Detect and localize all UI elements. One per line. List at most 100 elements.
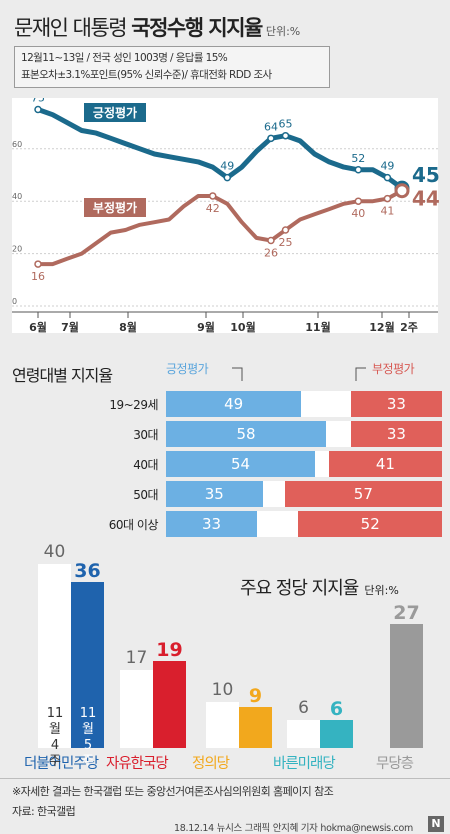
positive-point — [281, 131, 290, 140]
page-title: 문재인 대통령 국정수행 지지율 단위:% — [14, 12, 300, 42]
series-line-positive — [37, 107, 404, 191]
negative-point — [34, 260, 42, 268]
week-label-curr: 11월 5주 — [79, 706, 97, 769]
legend-connector-positive — [232, 367, 243, 381]
party-bar-curr — [153, 660, 186, 748]
age-bar-neutral — [257, 511, 299, 537]
party-value-prev: 10 — [211, 680, 234, 700]
series-tag-negative-box — [84, 198, 146, 217]
positive-label: 75 — [31, 98, 45, 105]
line-chart-panel — [12, 98, 438, 333]
party-bar-curr — [320, 720, 353, 748]
age-bar-negative: 33 — [350, 391, 442, 417]
party-unit: 단위:% — [364, 584, 399, 597]
age-bar-row: 54 41 — [166, 451, 442, 477]
age-legend-positive: 긍정평가 — [166, 362, 209, 376]
age-bar-positive: 49 — [166, 391, 302, 417]
party-section-title: 주요 정당 지지율 단위:% — [240, 574, 399, 600]
negative-label: 40 — [351, 207, 365, 220]
negative-label: 44 — [412, 187, 440, 211]
age-bar-row: 58 33 — [166, 421, 442, 447]
title-unit: 단위:% — [265, 25, 301, 38]
party-value-curr: 19 — [156, 638, 183, 661]
x-tick-label: 10월 — [230, 320, 255, 334]
series-line-negative — [38, 188, 403, 267]
legend-connector-negative — [355, 367, 366, 381]
positive-label: 49 — [380, 160, 394, 173]
y-tick-label: 20 — [12, 245, 22, 254]
negative-label: 41 — [380, 205, 394, 218]
x-tick-label: 7월 — [61, 320, 79, 334]
negative-label: 42 — [206, 202, 220, 215]
negative-label: 25 — [279, 236, 293, 249]
age-bar-negative: 52 — [298, 511, 442, 537]
party-value-prev: 17 — [125, 647, 148, 668]
negative-point — [394, 183, 410, 199]
party-name: 바른미래당 — [273, 756, 336, 772]
party-bar-prev — [120, 669, 153, 748]
party-value-prev: 6 — [298, 698, 309, 719]
age-legend-connectors — [232, 367, 366, 381]
party-bar-curr — [390, 623, 423, 748]
x-tick-label: 12월 — [369, 320, 394, 334]
survey-info-line2: 표본오차±3.1%포인트(95% 신뢰수준)/ 휴대전화 RDD 조사 — [21, 69, 272, 81]
age-bar-negative: 33 — [350, 421, 442, 447]
negative-point — [281, 226, 290, 234]
party-name: 자유한국당 — [106, 756, 169, 772]
footer-credit: 18.12.14 뉴시스 그래픽 안지혜 기자 hokma@newsis.com — [174, 823, 413, 834]
positive-point — [383, 173, 392, 182]
negative-label: 26 — [264, 247, 278, 260]
negative-point — [267, 236, 275, 245]
series-tag-negative: 부정평가 — [93, 200, 137, 215]
age-bar-row: 49 33 — [166, 391, 442, 417]
positive-point — [223, 173, 232, 182]
negative-point — [383, 194, 392, 203]
series-tag-positive-box — [84, 103, 146, 122]
positive-point — [354, 166, 363, 174]
party-bar-curr — [239, 706, 272, 748]
footer-source: 자료: 한국갤럽 — [12, 805, 76, 818]
x-tick-label: 8월 — [119, 320, 137, 334]
series-tag-positive: 긍정평가 — [93, 105, 137, 120]
party-value-curr: 6 — [329, 698, 344, 721]
x-tick-label: 11월 — [305, 320, 330, 334]
x-tick-label: 9월 — [197, 320, 215, 334]
negative-point — [208, 192, 217, 200]
party-value-curr: 27 — [393, 601, 420, 624]
party-name: 더불어민주당 — [24, 756, 99, 772]
age-row-label: 60대 이상 — [108, 518, 159, 532]
party-bar-prev — [287, 720, 320, 748]
positive-point — [267, 134, 275, 143]
week-label-prev: 11월 4주 — [46, 706, 64, 769]
negative-label: 16 — [31, 270, 45, 283]
negative-point — [354, 197, 363, 205]
age-row-label: 30대 — [133, 428, 158, 442]
y-tick-label: 0 — [12, 297, 17, 306]
age-bar-neutral — [262, 481, 285, 507]
x-tick-label: 2주 — [400, 321, 418, 334]
age-bar-negative: 57 — [284, 481, 442, 507]
positive-label: 64 — [264, 120, 278, 133]
positive-label: 65 — [279, 118, 293, 131]
y-tick-label: 60 — [12, 140, 22, 149]
age-bar-neutral — [301, 391, 351, 417]
survey-info-box: 12월11~13일 / 전국 성인 1003명 / 응답률 15% 표본오차±3… — [14, 46, 330, 88]
positive-label: 52 — [351, 152, 365, 165]
age-row-label: 19~29세 — [109, 398, 158, 412]
age-bar-row: 35 57 — [166, 481, 442, 507]
y-tick-label: 40 — [12, 192, 22, 201]
party-bar-prev — [38, 564, 71, 748]
newsis-logo: N — [428, 816, 444, 832]
party-name: 무당층 — [376, 756, 414, 772]
positive-point — [34, 105, 42, 114]
survey-info-line1: 12월11~13일 / 전국 성인 1003명 / 응답률 15% — [21, 52, 228, 64]
footer-note: ※자세한 결과는 한국갤럽 또는 중앙선거여론조사심의위원회 홈페이지 참조 — [12, 785, 334, 798]
age-bar-negative: 41 — [328, 451, 442, 477]
party-value-curr: 36 — [74, 560, 101, 583]
age-legend-negative: 부정평가 — [372, 362, 415, 376]
age-row-label: 40대 — [133, 458, 158, 472]
approval-line-chart: 0204060806월7월8월9월10월11월12월2주754964655249… — [12, 98, 440, 334]
party-value-curr: 9 — [248, 684, 263, 707]
footer-divider — [0, 778, 450, 779]
age-bar-positive: 35 — [166, 481, 263, 507]
